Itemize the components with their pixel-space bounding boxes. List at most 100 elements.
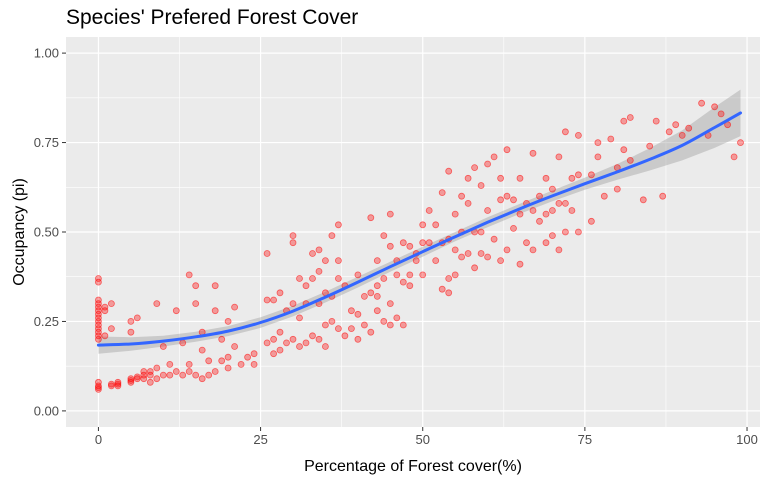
scatter-point — [95, 300, 102, 308]
scatter-point — [380, 275, 388, 282]
x-tick-label: 100 — [736, 432, 758, 447]
scatter-point — [309, 275, 316, 282]
scatter-point — [296, 275, 303, 282]
scatter-point — [399, 239, 407, 247]
scatter-point — [497, 174, 505, 182]
scatter-point — [250, 360, 258, 368]
x-tick-label: 50 — [415, 432, 429, 447]
x-tick-label: 0 — [95, 432, 102, 447]
scatter-point — [231, 303, 239, 311]
scatter-point — [315, 267, 323, 275]
scatter-point — [471, 164, 479, 172]
scatter-point — [386, 210, 394, 218]
scatter-point — [296, 343, 303, 350]
scatter-point — [153, 375, 161, 383]
scatter-point — [166, 371, 174, 379]
scatter-point — [133, 375, 141, 383]
scatter-point — [95, 321, 102, 329]
scatter-points — [95, 99, 744, 393]
scatter-point — [95, 378, 102, 386]
scatter-point — [140, 368, 148, 375]
scatter-point — [575, 171, 582, 179]
scatter-point — [639, 196, 647, 204]
scatter-point — [432, 221, 440, 229]
scatter-point — [432, 257, 440, 265]
scatter-point — [140, 371, 148, 379]
scatter-point — [127, 317, 135, 325]
scatter-point — [497, 257, 505, 265]
scatter-point — [263, 250, 271, 257]
scatter-point — [380, 317, 388, 325]
scatter-point — [438, 285, 446, 293]
y-tick-label: 0.75 — [34, 135, 59, 150]
scatter-point — [166, 360, 174, 368]
scatter-point — [575, 131, 582, 139]
scatter-point — [529, 207, 537, 214]
scatter-point — [108, 382, 115, 390]
scatter-point — [562, 199, 569, 207]
scatter-point — [542, 210, 550, 218]
scatter-point — [101, 303, 109, 311]
scatter-point — [373, 257, 381, 265]
scatter-point — [276, 328, 284, 336]
scatter-point — [568, 174, 576, 182]
scatter-point — [425, 207, 433, 214]
scatter-point — [613, 185, 621, 193]
scatter-point — [393, 314, 401, 322]
scatter-point — [328, 317, 336, 325]
scatter-point — [730, 153, 738, 161]
y-axis-ticks: 0.00 0.25 0.50 0.75 1.00 — [34, 46, 66, 418]
scatter-point — [263, 339, 271, 347]
scatter-point — [555, 246, 563, 254]
scatter-point — [95, 382, 102, 390]
scatter-point — [133, 373, 141, 381]
scatter-point — [503, 246, 511, 254]
x-tick-label: 25 — [253, 432, 267, 447]
scatter-point — [108, 300, 115, 308]
scatter-point — [95, 384, 102, 392]
scatter-point — [192, 371, 200, 379]
scatter-point — [367, 328, 375, 336]
scatter-point — [296, 314, 303, 322]
scatter-point — [503, 146, 511, 154]
scatter-point — [198, 375, 206, 383]
scatter-point — [95, 385, 102, 393]
scatter-point — [542, 239, 550, 247]
scatter-point — [477, 182, 485, 189]
scatter-point — [549, 207, 556, 214]
scatter-point — [315, 246, 323, 254]
scatter-point — [276, 289, 284, 297]
scatter-point — [464, 199, 472, 207]
scatter-point — [458, 253, 466, 261]
scatter-point — [497, 196, 505, 204]
scatter-point — [672, 121, 680, 129]
scatter-point — [373, 292, 381, 300]
scatter-point — [451, 246, 459, 254]
scatter-point — [406, 282, 414, 290]
scatter-point — [224, 364, 232, 372]
scatter-point — [95, 325, 102, 333]
scatter-point — [445, 167, 453, 175]
scatter-point — [315, 335, 323, 343]
scatter-point — [484, 160, 492, 168]
x-axis-ticks: 0 25 50 75 100 — [95, 427, 758, 447]
scatter-point — [347, 307, 355, 315]
scatter-point — [438, 189, 446, 197]
scatter-point — [231, 343, 239, 350]
chart-title: Species' Prefered Forest Cover — [66, 6, 359, 29]
scatter-point — [224, 317, 232, 325]
scatter-point — [114, 380, 122, 388]
scatter-point — [600, 192, 608, 200]
scatter-point — [386, 300, 394, 308]
scatter-point — [185, 271, 193, 279]
scatter-point — [276, 346, 284, 354]
scatter-point — [646, 142, 654, 150]
scatter-point — [412, 257, 420, 265]
grid-major — [66, 37, 760, 427]
scatter-point — [224, 353, 232, 361]
scatter-point — [659, 192, 667, 200]
x-axis-title: Percentage of Forest cover(%) — [304, 458, 522, 475]
scatter-point — [588, 171, 595, 179]
scatter-point — [367, 289, 375, 297]
scatter-point — [380, 232, 388, 240]
